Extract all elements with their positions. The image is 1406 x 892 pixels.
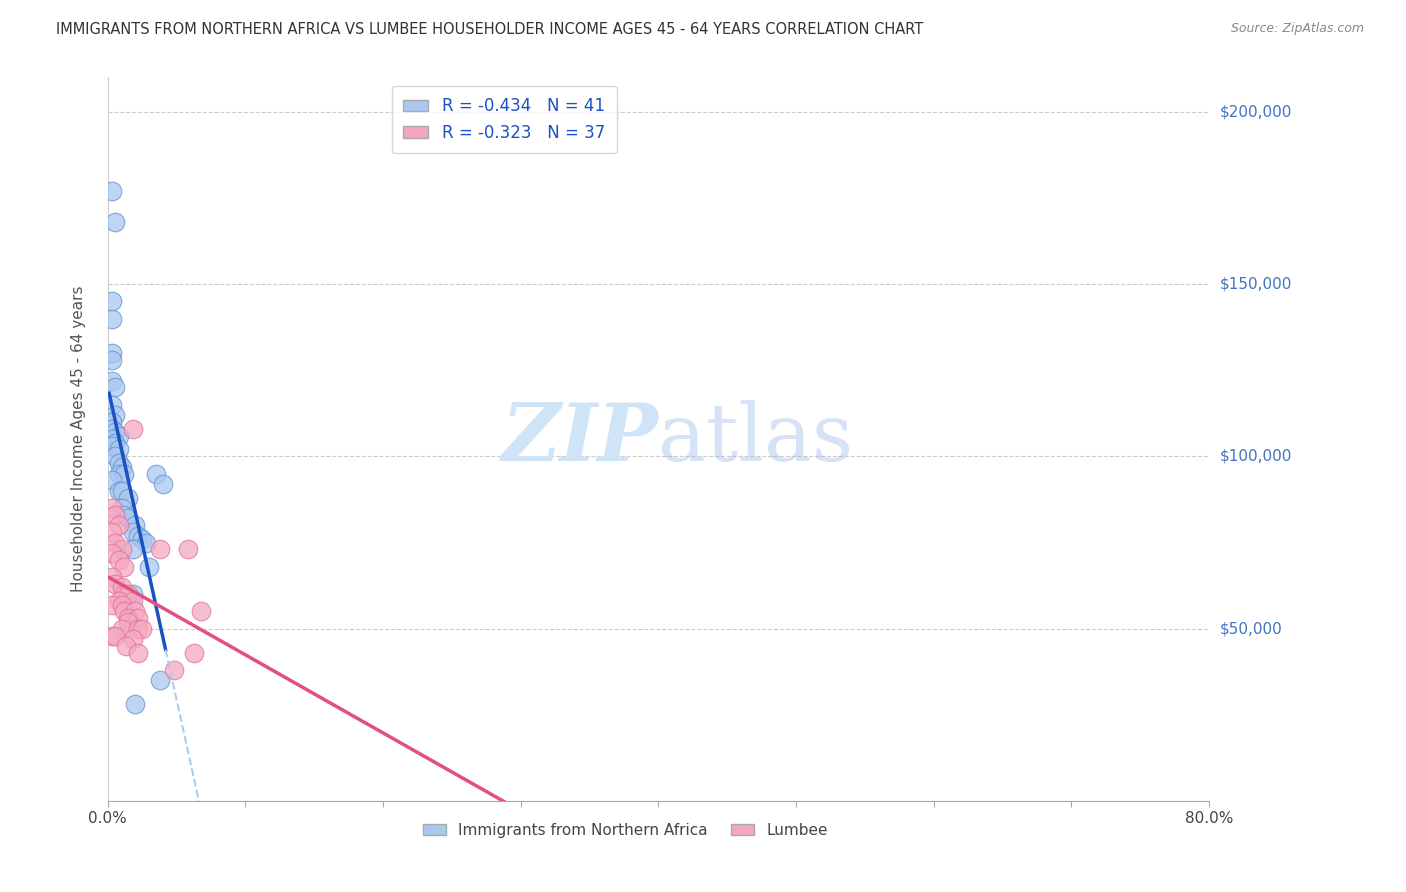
Point: [107, 428, 129, 442]
Point: [149, 542, 172, 557]
Text: $200,000: $200,000: [1220, 104, 1292, 120]
Point: [101, 474, 124, 488]
Point: [190, 604, 212, 618]
Point: [104, 215, 127, 229]
Point: [104, 628, 127, 642]
Point: [101, 353, 124, 368]
Point: [101, 439, 124, 453]
Point: [107, 442, 129, 457]
Point: [152, 477, 174, 491]
Point: [107, 467, 129, 481]
Point: [112, 604, 135, 618]
Point: [127, 646, 149, 660]
Point: [183, 646, 205, 660]
Point: [107, 553, 129, 567]
Text: Source: ZipAtlas.com: Source: ZipAtlas.com: [1230, 22, 1364, 36]
Point: [110, 580, 132, 594]
Point: [114, 639, 136, 653]
Point: [101, 628, 124, 642]
Point: [107, 456, 129, 470]
Point: [104, 408, 127, 422]
Point: [138, 559, 160, 574]
Text: $150,000: $150,000: [1220, 277, 1292, 292]
Point: [107, 483, 129, 498]
Point: [101, 570, 124, 584]
Point: [131, 532, 153, 546]
Point: [149, 673, 172, 688]
Point: [110, 542, 132, 557]
Point: [107, 518, 129, 533]
Point: [124, 604, 146, 618]
Point: [101, 501, 124, 516]
Legend: Immigrants from Northern Africa, Lumbee: Immigrants from Northern Africa, Lumbee: [418, 817, 834, 844]
Point: [145, 467, 167, 481]
Point: [101, 184, 124, 198]
Point: [131, 622, 153, 636]
Point: [104, 450, 127, 464]
Point: [110, 501, 132, 516]
Point: [101, 374, 124, 388]
Point: [101, 415, 124, 429]
Point: [110, 598, 132, 612]
Point: [101, 432, 124, 446]
Point: [110, 483, 132, 498]
Point: [101, 398, 124, 412]
Point: [121, 594, 143, 608]
Point: [124, 698, 146, 712]
Point: [121, 422, 143, 436]
Point: [127, 622, 149, 636]
Point: [176, 542, 198, 557]
Point: [121, 542, 143, 557]
Text: $100,000: $100,000: [1220, 449, 1292, 464]
Point: [112, 559, 135, 574]
Y-axis label: Householder Income Ages 45 - 64 years: Householder Income Ages 45 - 64 years: [72, 286, 86, 592]
Point: [163, 663, 186, 677]
Point: [124, 518, 146, 533]
Point: [104, 577, 127, 591]
Point: [117, 491, 139, 505]
Point: [101, 311, 124, 326]
Point: [112, 467, 135, 481]
Point: [110, 622, 132, 636]
Point: [104, 435, 127, 450]
Point: [117, 615, 139, 629]
Point: [117, 587, 139, 601]
Point: [101, 598, 124, 612]
Text: IMMIGRANTS FROM NORTHERN AFRICA VS LUMBEE HOUSEHOLDER INCOME AGES 45 - 64 YEARS : IMMIGRANTS FROM NORTHERN AFRICA VS LUMBE…: [56, 22, 924, 37]
Point: [104, 508, 127, 522]
Point: [112, 508, 135, 522]
Point: [135, 535, 157, 549]
Point: [101, 346, 124, 360]
Point: [104, 425, 127, 440]
Point: [101, 422, 124, 436]
Text: ZIP: ZIP: [502, 401, 658, 478]
Point: [121, 525, 143, 540]
Point: [104, 380, 127, 394]
Point: [121, 632, 143, 646]
Point: [101, 525, 124, 540]
Point: [127, 528, 149, 542]
Text: $50,000: $50,000: [1220, 621, 1282, 636]
Point: [117, 511, 139, 525]
Point: [112, 587, 135, 601]
Text: atlas: atlas: [658, 401, 853, 478]
Point: [127, 611, 149, 625]
Point: [101, 546, 124, 560]
Point: [117, 611, 139, 625]
Point: [121, 587, 143, 601]
Point: [107, 594, 129, 608]
Point: [101, 294, 124, 309]
Point: [104, 535, 127, 549]
Point: [110, 459, 132, 474]
